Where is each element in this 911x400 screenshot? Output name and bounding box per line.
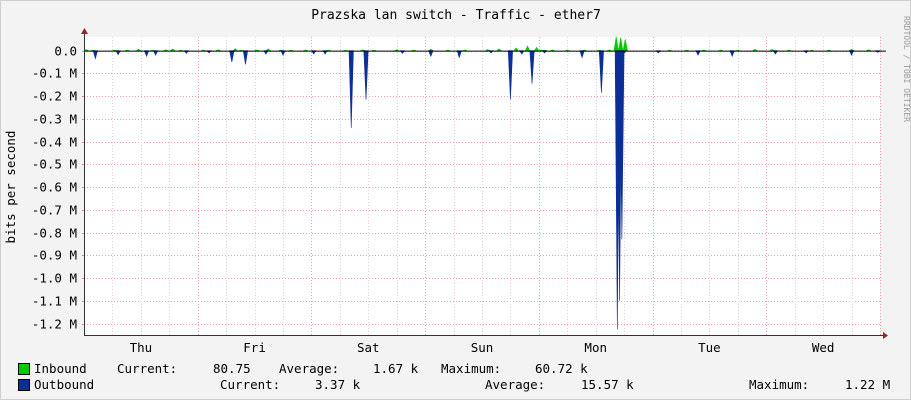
- outbound-average-label: Average:: [485, 377, 546, 392]
- outbound-maximum-label: Maximum:: [749, 377, 810, 392]
- y-tick-label: -0.3 M: [32, 112, 77, 127]
- outbound-current-value: 3.37 k: [315, 377, 361, 392]
- x-tick-label: Sat: [357, 340, 380, 355]
- x-tick-label: Thu: [130, 340, 153, 355]
- axes: [81, 28, 888, 339]
- outbound-current-label: Current:: [220, 377, 281, 392]
- plot-background: [84, 37, 880, 335]
- y-tick-label: -1.1 M: [32, 294, 77, 309]
- y-tick-label: -0.6 M: [32, 180, 77, 195]
- y-tick-label: -0.1 M: [32, 66, 77, 81]
- y-axis-arrow: [81, 28, 88, 34]
- outbound-swatch: [18, 379, 30, 391]
- y-tick-label: -0.2 M: [32, 89, 77, 104]
- outbound-name: Outbound: [34, 377, 95, 392]
- inbound-average-value: 1.67 k: [373, 361, 419, 376]
- x-tick-label: Fri: [243, 340, 266, 355]
- y-tick-label: -0.4 M: [32, 135, 77, 150]
- inbound-current-value: 80.75: [213, 361, 251, 376]
- x-axis-arrow: [883, 332, 888, 339]
- y-tick-label: -0.7 M: [32, 203, 77, 218]
- y-tick-label: 0.0: [54, 44, 77, 59]
- grid: [84, 37, 881, 335]
- x-tick-label: Sun: [471, 340, 494, 355]
- chart-title: Prazska lan switch - Traffic - ether7: [311, 8, 601, 23]
- series-outbound: [92, 50, 881, 330]
- y-axis-label: bits per second: [3, 131, 18, 244]
- inbound-swatch: [18, 363, 30, 375]
- y-tick-label: -1.0 M: [32, 271, 77, 286]
- x-tick-label: Tue: [698, 340, 721, 355]
- inbound-name: Inbound: [34, 361, 87, 376]
- y-tick-labels: 0.0 -0.1 M -0.2 M -0.3 M -0.4 M -0.5 M -0.6 M -…: [32, 44, 77, 332]
- watermark: RRDTOOL / TOBI OETIKER: [902, 16, 910, 122]
- y-tick-label: -0.9 M: [32, 248, 77, 263]
- y-tick-label: -0.8 M: [32, 226, 77, 241]
- inbound-maximum-label: Maximum:: [441, 361, 502, 376]
- y-tick-label: -1.2 M: [32, 317, 77, 332]
- series-layer: [83, 36, 881, 330]
- y-tick-label: -0.5 M: [32, 157, 77, 172]
- outbound-average-value: 15.57 k: [581, 377, 634, 392]
- inbound-average-label: Average:: [279, 361, 340, 376]
- x-tick-label: Wed: [812, 340, 835, 355]
- inbound-current-label: Current:: [117, 361, 178, 376]
- x-tick-label: Mon: [584, 340, 607, 355]
- outbound-maximum-value: 1.22 M: [845, 377, 891, 392]
- x-tick-labels: Thu Fri Sat Sun Mon Tue Wed: [130, 340, 835, 355]
- inbound-maximum-value: 60.72 k: [535, 361, 588, 376]
